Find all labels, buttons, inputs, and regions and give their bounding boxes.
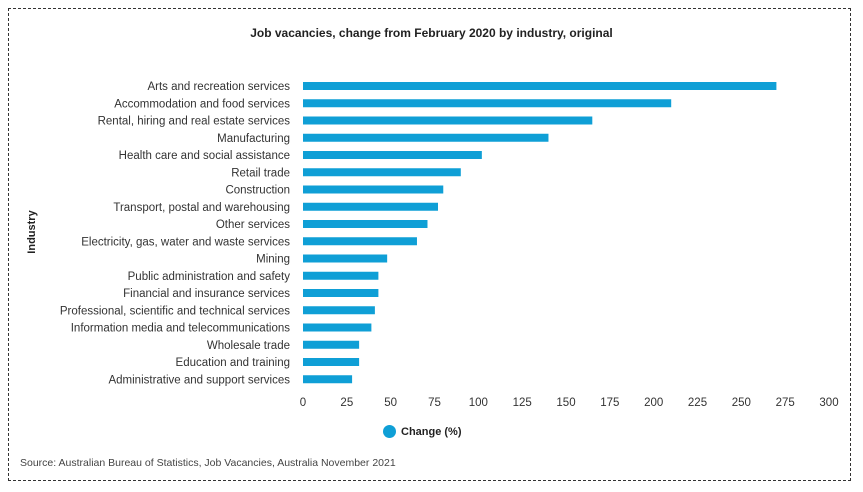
- x-tick-labels: 0 25 50 75 100 125 150 175 200 225 250 275 300: [300, 397, 839, 409]
- legend-label: Change (%): [401, 425, 462, 438]
- category-label: Information media and telecommunications: [71, 323, 291, 335]
- chart-title: Job vacancies, change from February 2020…: [250, 26, 613, 40]
- bar[interactable]: [303, 151, 482, 159]
- source-note: Source: Australian Bureau of Statistics,…: [20, 457, 396, 469]
- bar[interactable]: [303, 306, 375, 315]
- category-label: Electricity, gas, water and waste servic…: [81, 236, 290, 248]
- x-tick-label: 225: [688, 397, 707, 409]
- bar[interactable]: [303, 133, 549, 142]
- x-tick-label: 50: [384, 397, 397, 409]
- category-label: Construction: [225, 185, 290, 197]
- x-tick-label: 0: [300, 397, 306, 409]
- x-tick-label: 75: [428, 397, 441, 409]
- x-tick-label: 200: [644, 397, 663, 409]
- bar[interactable]: [303, 220, 428, 228]
- x-tick-label: 125: [513, 397, 532, 409]
- legend-marker: [383, 425, 396, 438]
- bar[interactable]: [303, 185, 444, 194]
- category-label: Wholesale trade: [207, 340, 290, 352]
- bar[interactable]: [303, 99, 672, 108]
- category-label: Other services: [216, 219, 290, 231]
- category-label: Manufacturing: [217, 133, 290, 145]
- category-label: Professional, scientific and technical s…: [60, 305, 290, 317]
- bar[interactable]: [303, 340, 360, 349]
- category-labels: Arts and recreation services Accommodatio…: [60, 81, 290, 386]
- bar[interactable]: [303, 82, 777, 90]
- bar[interactable]: [303, 168, 461, 177]
- bars: [303, 82, 777, 384]
- bar[interactable]: [303, 375, 353, 384]
- x-tick-label: 25: [340, 397, 353, 409]
- bar[interactable]: [303, 271, 379, 280]
- chart-frame: [8, 8, 851, 481]
- legend[interactable]: Change (%): [383, 425, 462, 438]
- category-label: Accommodation and food services: [114, 98, 290, 110]
- bar[interactable]: [303, 323, 372, 332]
- category-label: Public administration and safety: [128, 271, 291, 283]
- category-label: Education and training: [176, 357, 290, 369]
- category-label: Health care and social assistance: [119, 150, 290, 162]
- y-axis-label: Industry: [26, 209, 38, 253]
- x-tick-label: 150: [556, 397, 575, 409]
- bar[interactable]: [303, 289, 379, 297]
- bar[interactable]: [303, 116, 593, 125]
- bar[interactable]: [303, 237, 417, 246]
- category-label: Financial and insurance services: [123, 288, 290, 300]
- x-tick-label: 250: [732, 397, 751, 409]
- x-tick-label: 100: [469, 397, 488, 409]
- category-label: Transport, postal and warehousing: [113, 202, 290, 214]
- bar[interactable]: [303, 358, 360, 366]
- x-tick-label: 275: [776, 397, 795, 409]
- x-tick-label: 175: [600, 397, 619, 409]
- bar[interactable]: [303, 202, 439, 211]
- category-label: Rental, hiring and real estate services: [98, 116, 291, 128]
- category-label: Mining: [256, 254, 290, 266]
- category-label: Administrative and support services: [108, 374, 290, 386]
- category-label: Retail trade: [231, 167, 290, 179]
- category-label: Arts and recreation services: [147, 81, 290, 93]
- x-tick-label: 300: [819, 397, 838, 409]
- bar[interactable]: [303, 254, 388, 263]
